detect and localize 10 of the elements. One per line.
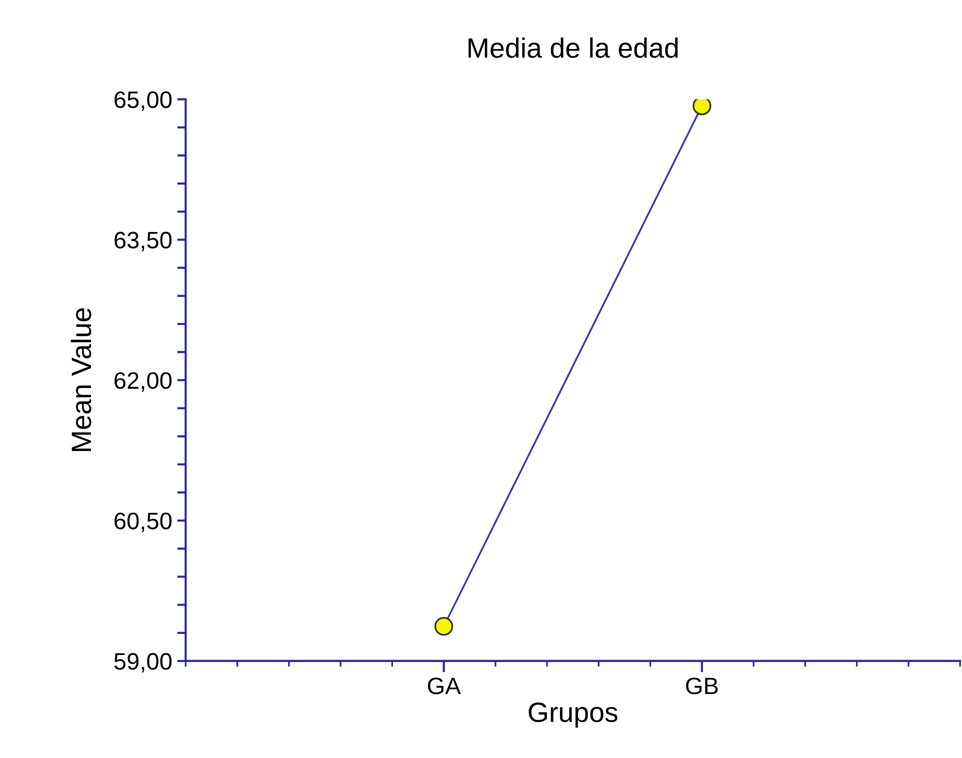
x-tick-label: GA xyxy=(428,678,461,694)
y-tick-label: 60,50 xyxy=(114,512,172,532)
y-tick-label: 63,50 xyxy=(114,232,172,252)
y-axis-title: Mean Value xyxy=(70,308,92,451)
chart-title: Media de la edad xyxy=(468,38,678,58)
y-tick-label: 59,00 xyxy=(114,653,172,673)
x-tick-label: GB xyxy=(686,678,718,694)
y-tick-label: 65,00 xyxy=(114,91,172,111)
y-tick-label: 62,00 xyxy=(114,372,172,392)
x-axis-title: Grupos xyxy=(528,702,618,728)
